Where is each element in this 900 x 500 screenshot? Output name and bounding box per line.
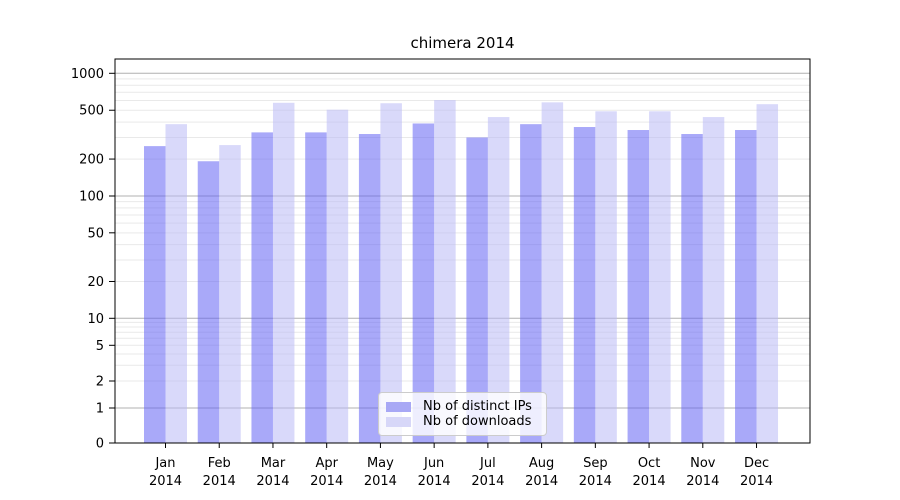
y-tick-label: 10 [87, 312, 104, 327]
x-tick-label-month: Dec [744, 456, 769, 471]
bar-distinct-ips [520, 124, 542, 443]
legend-item-distinct-ips: Nb of distinct IPs [386, 399, 538, 414]
bar-downloads [649, 111, 671, 444]
y-tick-label: 20 [87, 275, 104, 290]
x-tick-label-year: 2014 [149, 474, 182, 489]
bar-downloads [487, 117, 510, 444]
x-tick-label-year: 2014 [471, 474, 504, 489]
x-tick-label-month: Jan [154, 456, 175, 471]
x-tick-label-month: Jul [479, 456, 496, 471]
y-tick-label: 2 [96, 374, 104, 389]
x-tick-label-month: May [367, 456, 394, 471]
bar-downloads [702, 117, 725, 444]
bar-distinct-ips [627, 130, 650, 444]
x-tick-label-month: Mar [261, 456, 286, 471]
bar-distinct-ips [305, 132, 327, 443]
x-tick-label-month: Jun [423, 456, 444, 471]
bar-distinct-ips [358, 134, 381, 443]
x-tick-label-year: 2014 [310, 474, 343, 489]
bar-distinct-ips [144, 146, 166, 443]
x-tick-label-month: Oct [638, 456, 660, 471]
series-distinct-ips-swatch [386, 401, 411, 412]
bar-distinct-ips [681, 134, 703, 443]
x-tick-label-year: 2014 [633, 474, 666, 489]
x-tick-label-year: 2014 [525, 474, 558, 489]
y-tick-label: 1000 [71, 67, 104, 82]
bar-distinct-ips [735, 130, 757, 444]
legend-label-distinct-ips: Nb of distinct IPs [423, 399, 532, 414]
bar-downloads [165, 124, 187, 443]
x-tick-label-year: 2014 [418, 474, 451, 489]
x-tick-label-month: Nov [690, 456, 716, 471]
bar-downloads [756, 104, 779, 443]
y-tick-label: 200 [79, 153, 104, 168]
legend-item-downloads: Nb of downloads [386, 414, 538, 429]
x-tick-label-year: 2014 [203, 474, 236, 489]
bar-downloads [541, 102, 564, 443]
bar-downloads [595, 111, 617, 444]
x-tick-label-month: Aug [529, 456, 554, 471]
y-tick-label: 100 [79, 190, 104, 205]
y-tick-label: 5 [96, 339, 104, 354]
x-tick-label-year: 2014 [364, 474, 397, 489]
bar-distinct-ips [197, 161, 220, 443]
bar-downloads [272, 102, 295, 443]
bar-downloads [219, 145, 241, 443]
bar-downloads [380, 103, 402, 444]
chart-title: chimera 2014 [410, 34, 515, 52]
y-tick-label: 50 [87, 226, 104, 241]
y-tick-label: 500 [79, 104, 104, 119]
bar-downloads [434, 100, 456, 443]
x-tick-label-year: 2014 [256, 474, 289, 489]
x-tick-label-month: Apr [315, 456, 338, 471]
legend: Nb of distinct IPs Nb of downloads [378, 392, 547, 436]
plot-border [114, 58, 811, 444]
x-tick-label-year: 2014 [579, 474, 612, 489]
x-tick-label-month: Feb [208, 456, 231, 471]
x-tick-label-year: 2014 [740, 474, 773, 489]
y-tick-label: 0 [96, 437, 104, 452]
bar-downloads [326, 109, 349, 443]
bar-distinct-ips [466, 137, 488, 444]
x-tick-label-year: 2014 [686, 474, 719, 489]
x-tick-label-month: Sep [583, 456, 608, 471]
legend-label-downloads: Nb of downloads [423, 414, 532, 429]
bar-distinct-ips [573, 127, 596, 444]
y-tick-label: 1 [96, 402, 104, 417]
bar-distinct-ips [251, 132, 273, 443]
bar-distinct-ips [412, 123, 435, 443]
series-downloads-swatch [386, 416, 411, 427]
